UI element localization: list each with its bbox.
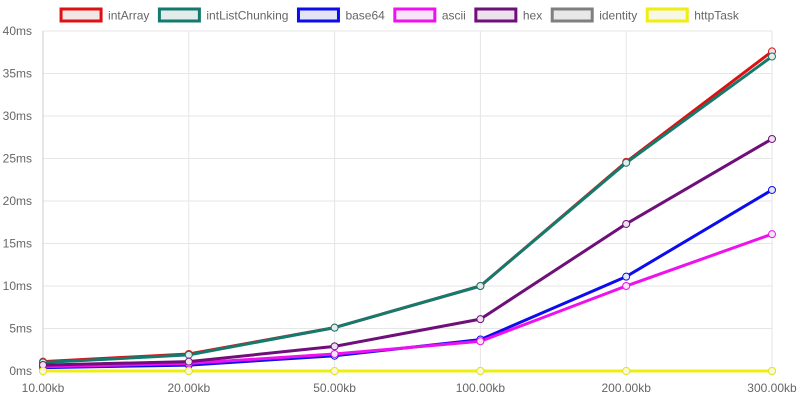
x-tick-label: 20.00kb	[167, 381, 210, 395]
data-point-ascii[interactable]	[622, 282, 631, 290]
data-point-hex[interactable]	[622, 219, 631, 228]
series-line-intListChunking	[41, 55, 774, 364]
x-tick-label: 10.00kb	[22, 381, 65, 395]
legend-label: httpTask	[694, 9, 740, 23]
legend-item-httpTask[interactable]: httpTask	[645, 7, 740, 23]
y-tick-label: 40ms	[3, 24, 32, 38]
data-point-ascii[interactable]	[476, 337, 485, 346]
series-line-intArray	[41, 49, 774, 364]
x-tick-label: 300.00kb	[747, 381, 797, 395]
legend-label: intArray	[108, 9, 149, 23]
y-tick-label: 25ms	[3, 152, 32, 166]
data-point-intListChunking[interactable]	[330, 323, 339, 332]
plot-area	[39, 47, 776, 375]
legend-swatch	[474, 7, 518, 23]
data-point-hex[interactable]	[768, 134, 776, 143]
data-point-intListChunking[interactable]	[768, 52, 776, 61]
data-point-httpTask[interactable]	[476, 367, 485, 375]
y-tick-label: 15ms	[3, 237, 32, 251]
data-point-httpTask[interactable]	[184, 367, 193, 375]
data-point-hex[interactable]	[476, 315, 485, 324]
y-tick-label: 20ms	[3, 194, 32, 208]
legend-item-intListChunking[interactable]: intListChunking	[157, 7, 288, 23]
legend-item-hex[interactable]: hex	[474, 7, 542, 23]
legend-item-base64[interactable]: base64	[296, 7, 385, 23]
legend-label: identity	[599, 9, 637, 23]
legend-label: hex	[523, 9, 542, 23]
series-line-base64	[41, 188, 774, 370]
y-axis: 0ms 5ms 10ms 15ms 20ms 25ms 30ms 35ms 40ms	[3, 24, 32, 378]
legend-swatch	[393, 7, 437, 23]
legend-item-ascii[interactable]: ascii	[393, 7, 466, 23]
data-point-ascii[interactable]	[768, 230, 776, 239]
legend: intArray intListChunking base64 ascii hex ide…	[59, 7, 740, 23]
data-point-intListChunking[interactable]	[184, 350, 193, 359]
data-point-httpTask[interactable]	[622, 367, 631, 375]
legend-label: intListChunking	[206, 9, 288, 23]
series-line-hex	[41, 137, 774, 367]
data-point-hex[interactable]	[184, 357, 193, 366]
legend-item-intArray[interactable]: intArray	[59, 7, 149, 23]
legend-swatch	[59, 7, 103, 23]
x-tick-label: 200.00kb	[602, 381, 652, 395]
legend-swatch	[157, 7, 201, 23]
y-tick-label: 5ms	[9, 322, 32, 336]
data-point-httpTask[interactable]	[330, 367, 339, 375]
y-tick-label: 30ms	[3, 109, 32, 123]
legend-label: base64	[345, 9, 385, 23]
data-point-ascii[interactable]	[330, 350, 339, 358]
x-tick-label: 100.00kb	[456, 381, 506, 395]
data-point-intListChunking[interactable]	[622, 158, 631, 167]
legend-swatch	[550, 7, 594, 23]
data-point-base64[interactable]	[768, 185, 776, 194]
data-point-httpTask[interactable]	[39, 367, 47, 375]
y-tick-label: 0ms	[9, 364, 32, 378]
grid	[42, 30, 773, 376]
legend-swatch	[645, 7, 689, 23]
legend-label: ascii	[442, 9, 466, 23]
series-line-ascii	[41, 232, 774, 369]
y-tick-label: 35ms	[3, 67, 32, 81]
data-point-hex[interactable]	[330, 342, 339, 351]
data-point-intListChunking[interactable]	[476, 282, 485, 290]
x-tick-label: 50.00kb	[313, 381, 356, 395]
legend-swatch	[296, 7, 340, 23]
y-tick-label: 10ms	[3, 279, 32, 293]
data-point-httpTask[interactable]	[768, 367, 776, 375]
data-point-base64[interactable]	[622, 272, 631, 281]
legend-item-identity[interactable]: identity	[550, 7, 637, 23]
x-axis: 10.00kb 20.00kb 50.00kb 100.00kb 200.00kb 300…	[22, 381, 797, 395]
